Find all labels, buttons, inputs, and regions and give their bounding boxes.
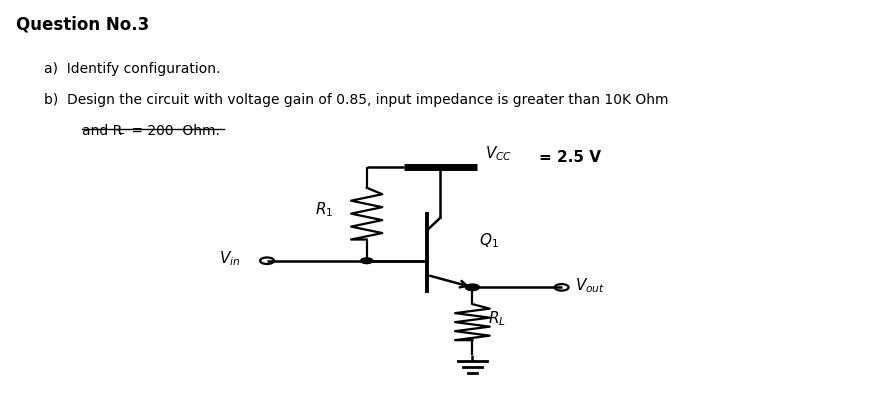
Text: a)  Identify configuration.: a) Identify configuration.: [44, 62, 221, 76]
Circle shape: [466, 284, 480, 290]
Text: and R: and R: [83, 124, 123, 137]
Text: $Q_1$: $Q_1$: [480, 231, 499, 249]
Text: L: L: [118, 127, 125, 137]
Text: b)  Design the circuit with voltage gain of 0.85, input impedance is greater tha: b) Design the circuit with voltage gain …: [44, 93, 669, 107]
Text: $V_{out}$: $V_{out}$: [575, 276, 605, 295]
Text: $V_{in}$: $V_{in}$: [220, 249, 241, 268]
Text: $V_{CC}$: $V_{CC}$: [486, 144, 513, 163]
Text: $R_1$: $R_1$: [315, 200, 333, 219]
Text: $R_L$: $R_L$: [488, 310, 506, 328]
Text: = 200  Ohm.: = 200 Ohm.: [126, 124, 220, 137]
Circle shape: [361, 258, 372, 264]
Text: Question No.3: Question No.3: [16, 15, 149, 33]
Text: = 2.5 V: = 2.5 V: [539, 149, 601, 164]
